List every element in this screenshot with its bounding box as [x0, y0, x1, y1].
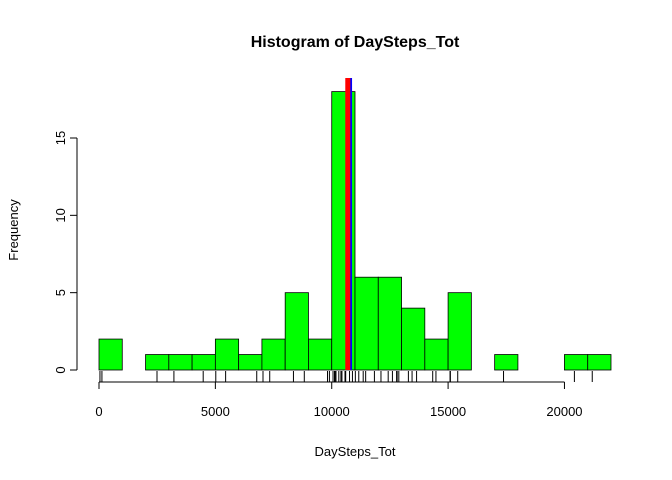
histogram-bar: [261, 338, 286, 371]
x-tick-label: 0: [95, 404, 102, 419]
bars-group: [98, 91, 612, 371]
histogram-bar: [214, 338, 240, 371]
y-tick-label: 5: [53, 289, 68, 296]
y-tick-label: 0: [53, 366, 68, 373]
chart-title: Histogram of DaySteps_Tot: [251, 34, 460, 51]
histogram-bar: [401, 307, 426, 371]
histogram-bar: [424, 338, 449, 371]
x-axis-label: DaySteps_Tot: [315, 444, 396, 459]
x-axis: 0 5000 10000 15000 20000: [95, 381, 583, 419]
histogram-bar: [354, 276, 379, 371]
y-axis: 0 5 10 15: [53, 131, 78, 374]
y-axis-label: Frequency: [6, 199, 21, 261]
histogram-bar: [308, 338, 333, 371]
y-tick-label: 15: [53, 131, 68, 145]
x-tick-label: 15000: [430, 404, 466, 419]
histogram-bar: [377, 276, 402, 371]
histogram-bar: [494, 354, 519, 371]
histogram-bar: [98, 338, 123, 371]
histogram-bar: [284, 292, 309, 371]
x-tick-label: 5000: [201, 404, 230, 419]
y-tick-label: 10: [53, 208, 68, 222]
histogram-bar: [587, 354, 612, 371]
histogram-bar: [168, 354, 193, 371]
histogram-bar: [238, 354, 263, 371]
x-tick-label: 20000: [546, 404, 582, 419]
histogram-bar: [145, 354, 170, 371]
histogram-bar: [447, 292, 472, 371]
x-tick-label: 10000: [314, 404, 350, 419]
histogram-bar: [191, 354, 216, 371]
rug-marks-group: [99, 371, 593, 382]
reference-lines-group: [345, 78, 353, 370]
histogram-bar: [564, 354, 589, 371]
